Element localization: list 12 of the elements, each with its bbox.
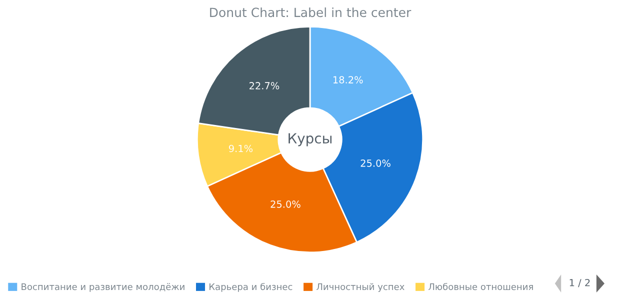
data-label: 18.2% [333,76,363,84]
legend-label: Воспитание и развитие молодёжи [22,283,184,292]
chart-title: Donut Chart: Label in the center [210,7,412,18]
data-label: 22.7% [249,82,280,90]
text: Курсы [288,133,332,146]
data-label: 9.1% [228,144,253,152]
legend-label: Любовные отношения [428,282,533,290]
text: 1 / 2 [570,278,590,288]
data-label: 25.0% [360,159,390,167]
legend-label: Личностный успех [316,283,404,292]
data-label: 25.0% [270,200,300,208]
legend-label: Карьера и бизнес [210,282,292,292]
